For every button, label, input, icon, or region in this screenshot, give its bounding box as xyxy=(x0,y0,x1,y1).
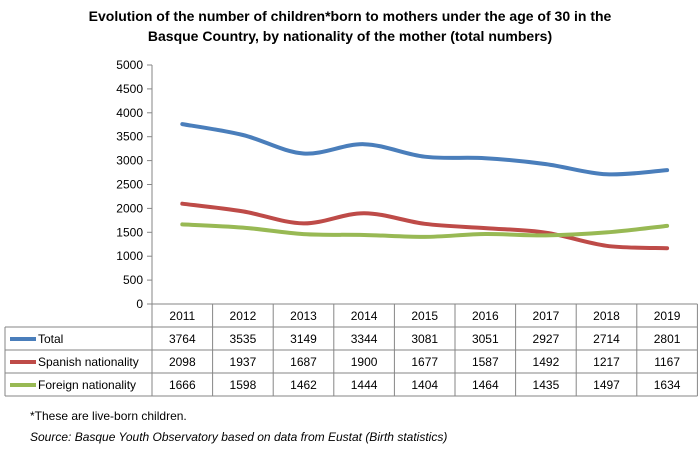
series-name-label: Foreign nationality xyxy=(38,378,136,392)
data-value-cell: 1167 xyxy=(654,355,680,369)
data-value-cell: 1937 xyxy=(230,355,257,369)
series-name-label: Total xyxy=(38,332,63,346)
data-value-cell: 2714 xyxy=(593,332,620,346)
data-value-cell: 3051 xyxy=(472,332,499,346)
data-value-cell: 1404 xyxy=(411,378,438,392)
x-category-label: 2016 xyxy=(472,309,499,323)
data-value-cell: 3149 xyxy=(290,332,317,346)
data-value-cell: 1900 xyxy=(351,355,378,369)
x-category-label: 2011 xyxy=(169,309,195,323)
data-value-cell: 1492 xyxy=(533,355,560,369)
y-tick-label: 5000 xyxy=(116,58,143,72)
y-tick-label: 500 xyxy=(123,273,143,287)
x-category-label: 2018 xyxy=(593,309,620,323)
y-tick-label: 0 xyxy=(136,297,143,311)
x-category-label: 2013 xyxy=(290,309,317,323)
data-value-cell: 3535 xyxy=(230,332,257,346)
chart-title: Evolution of the number of children*born… xyxy=(0,6,700,46)
series-line-total xyxy=(180,122,670,177)
y-tick-label: 4500 xyxy=(116,82,143,96)
data-value-cell: 2801 xyxy=(654,332,681,346)
series-line-foreign-nationality xyxy=(180,222,670,239)
x-category-label: 2017 xyxy=(533,309,560,323)
x-category-label: 2014 xyxy=(351,309,378,323)
line-chart: 0 500 1000 1500 2000 2500 3000 3500 4000 4500 5000… xyxy=(4,58,698,397)
data-value-cell: 1462 xyxy=(290,378,317,392)
data-value-cell: 1464 xyxy=(472,378,499,392)
x-category-label: 2015 xyxy=(411,309,438,323)
chart-title-line-1: Evolution of the number of children*born… xyxy=(88,8,612,24)
data-value-cell: 1217 xyxy=(593,355,620,369)
data-value-cell: 3081 xyxy=(411,332,438,346)
y-tick-label: 4000 xyxy=(116,106,143,120)
data-value-cell: 2927 xyxy=(533,332,560,346)
y-tick-label: 2500 xyxy=(116,178,143,192)
data-value-cell: 2098 xyxy=(169,355,196,369)
data-value-cell: 3764 xyxy=(169,332,196,346)
data-value-cell: 3344 xyxy=(351,332,378,346)
data-value-cell: 1677 xyxy=(411,355,438,369)
x-category-label: 2012 xyxy=(230,309,257,323)
y-tick-label: 1500 xyxy=(116,225,143,239)
data-value-cell: 1497 xyxy=(593,378,620,392)
y-tick-label: 1000 xyxy=(116,249,143,263)
data-value-cell: 1435 xyxy=(533,378,560,392)
data-value-cell: 1634 xyxy=(654,378,681,392)
y-tick-label: 2000 xyxy=(116,201,143,215)
source-note: Source: Basque Youth Observatory based o… xyxy=(30,430,448,444)
data-value-cell: 1444 xyxy=(351,378,378,392)
x-category-label: 2019 xyxy=(654,309,681,323)
y-tick-label: 3000 xyxy=(116,154,143,168)
chart-title-line-2: Basque Country, by nationality of the mo… xyxy=(147,28,553,44)
data-value-cell: 1598 xyxy=(230,378,257,392)
data-value-cell: 1666 xyxy=(169,378,196,392)
y-tick-label: 3500 xyxy=(116,130,143,144)
data-value-cell: 1687 xyxy=(290,355,317,369)
footnote: *These are live-born children. xyxy=(30,409,187,423)
series-name-label: Spanish nationality xyxy=(38,355,139,369)
series-line-spanish-nationality xyxy=(180,201,670,251)
data-value-cell: 1587 xyxy=(472,355,499,369)
